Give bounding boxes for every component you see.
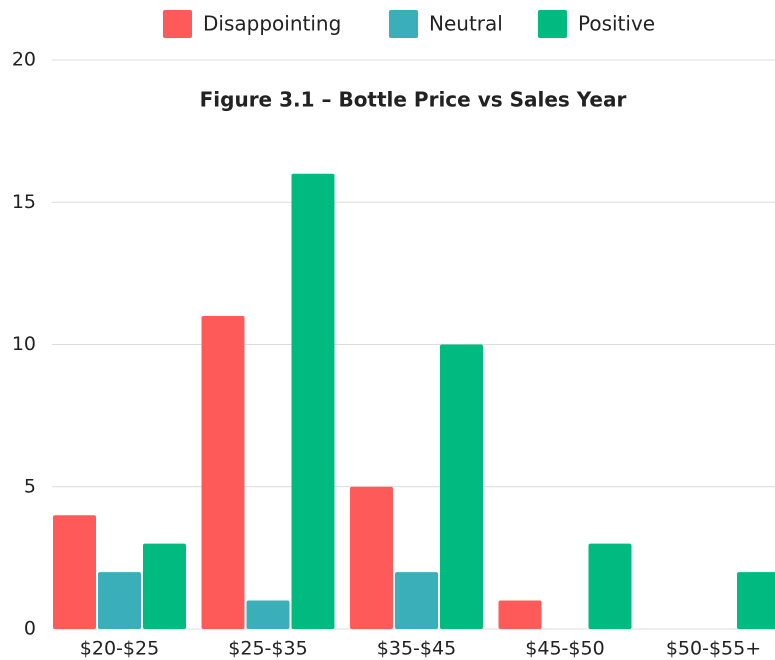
y-tick-label: 5: [24, 475, 36, 497]
bar: [291, 173, 335, 630]
y-tick-label: 10: [12, 333, 36, 355]
chart-title: Figure 3.1 – Bottle Price vs Sales Year: [200, 88, 627, 112]
legend-label: Neutral: [429, 12, 503, 36]
x-tick-label: $20-$25: [80, 638, 159, 660]
bar: [53, 515, 96, 629]
x-tick-label: $45-$50: [525, 638, 604, 660]
bar: [246, 600, 290, 629]
bar: [588, 543, 632, 629]
x-tick-label: $35-$45: [377, 638, 456, 660]
y-tick-label: 20: [12, 49, 36, 71]
bar: [143, 543, 186, 629]
legend-swatch: [538, 10, 567, 38]
y-tick-label: 0: [24, 618, 36, 640]
y-tick-label: 15: [12, 191, 36, 213]
legend-label: Disappointing: [203, 12, 341, 36]
bar: [440, 344, 483, 629]
bar: [737, 572, 775, 629]
bar: [498, 600, 542, 629]
legend-swatch: [163, 10, 192, 38]
legend-label: Positive: [578, 12, 655, 36]
x-tick-label: $25-$35: [228, 638, 307, 660]
bar: [350, 486, 393, 629]
x-tick-label: $50-$55+: [666, 638, 761, 660]
bar: [395, 572, 438, 629]
legend-swatch: [389, 10, 418, 38]
bar: [98, 572, 141, 629]
bar: [201, 316, 245, 629]
